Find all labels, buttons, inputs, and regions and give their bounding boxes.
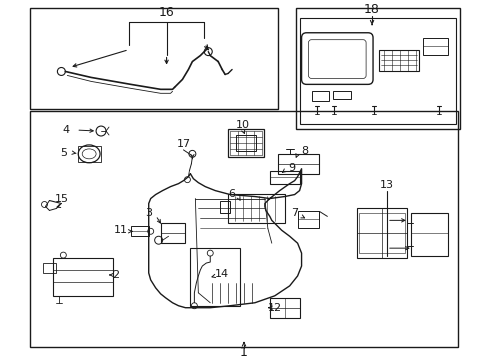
Text: 1: 1 <box>240 346 247 359</box>
Bar <box>295 8 460 129</box>
Text: 13: 13 <box>379 180 393 190</box>
Text: 2: 2 <box>112 270 119 280</box>
Text: 17: 17 <box>176 139 190 149</box>
Text: 6: 6 <box>228 189 235 199</box>
Text: 8: 8 <box>301 146 307 156</box>
Bar <box>30 111 457 347</box>
Bar <box>160 223 185 243</box>
Bar <box>311 91 329 101</box>
Bar <box>220 201 230 213</box>
Bar <box>333 91 350 99</box>
Bar <box>78 146 101 162</box>
Bar <box>236 135 255 151</box>
Bar <box>297 211 319 228</box>
Bar <box>43 263 56 273</box>
Text: 15: 15 <box>54 194 68 203</box>
Text: 12: 12 <box>267 303 281 313</box>
Bar <box>228 194 284 223</box>
Bar <box>422 38 447 55</box>
Bar <box>378 50 418 72</box>
Bar <box>53 258 113 296</box>
Bar <box>131 226 148 236</box>
Text: 3: 3 <box>145 208 152 219</box>
Text: 11: 11 <box>114 225 128 235</box>
Text: 14: 14 <box>215 269 229 279</box>
Bar <box>190 248 240 306</box>
Bar <box>228 129 264 157</box>
Text: 4: 4 <box>62 125 70 135</box>
Text: 5: 5 <box>60 148 67 158</box>
Bar <box>410 213 447 256</box>
Text: 18: 18 <box>364 4 379 17</box>
Bar <box>269 171 299 184</box>
Bar <box>277 154 319 174</box>
Bar <box>299 18 455 124</box>
Bar <box>30 8 277 109</box>
Text: 10: 10 <box>236 120 249 130</box>
Bar <box>358 213 404 253</box>
Text: 7: 7 <box>290 208 298 219</box>
Text: 9: 9 <box>287 163 295 173</box>
Bar <box>269 298 299 318</box>
Text: 16: 16 <box>159 6 174 19</box>
Bar <box>356 208 406 258</box>
